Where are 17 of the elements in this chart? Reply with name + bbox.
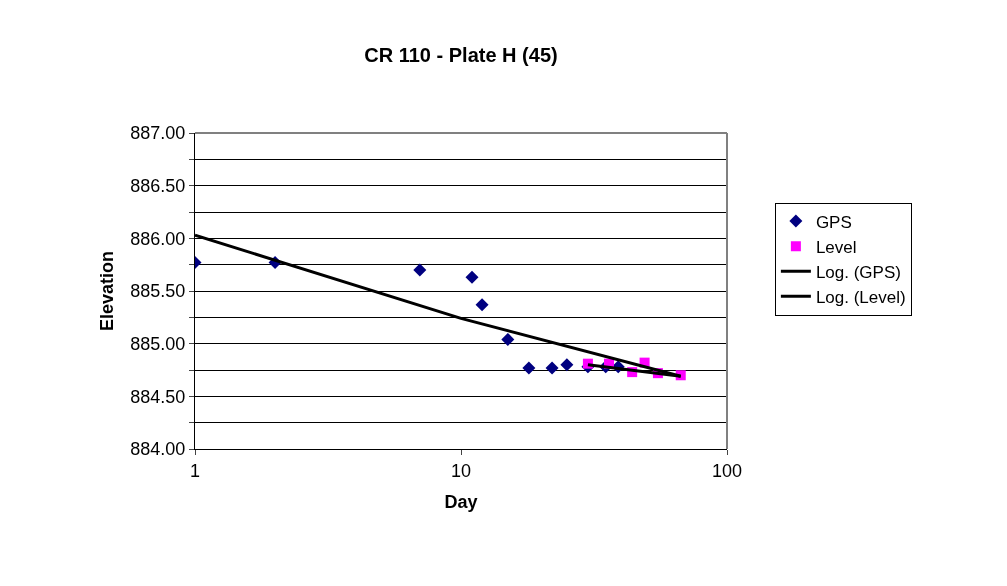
- legend-label: Log. (GPS): [815, 262, 901, 282]
- y-tick-label: 884.00: [130, 439, 186, 460]
- legend-label: Log. (Level): [815, 288, 906, 307]
- y-tick-label: 885.00: [130, 333, 186, 354]
- y-tick-label: 886.00: [130, 228, 186, 249]
- x-tick-label: 100: [711, 460, 743, 481]
- y-tick-label: 887.00: [130, 123, 186, 144]
- y-tick-label: 884.50: [130, 386, 186, 407]
- y-tick-label: 886.50: [130, 175, 186, 196]
- x-tick-label: 10: [450, 460, 472, 481]
- y-axis-title: Elevation: [96, 250, 117, 332]
- legend-label: Level: [815, 237, 857, 257]
- chart-title: CR 110 - Plate H (45): [364, 44, 558, 66]
- y-tick-label: 885.50: [130, 281, 186, 302]
- x-axis-title: Day: [444, 491, 478, 512]
- x-tick-label: 1: [189, 460, 201, 481]
- legend-label: GPS: [815, 212, 852, 232]
